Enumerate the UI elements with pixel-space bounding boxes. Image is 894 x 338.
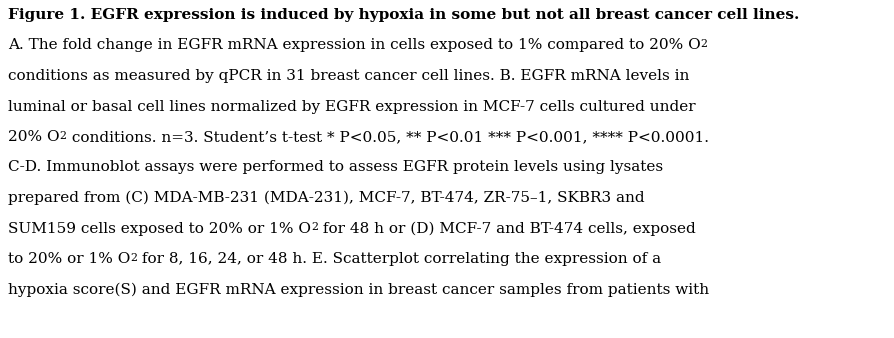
Text: 2: 2 [311,222,318,232]
Text: SUM159 cells exposed to 20% or 1% O: SUM159 cells exposed to 20% or 1% O [8,221,311,236]
Text: 2: 2 [701,39,708,49]
Text: conditions as measured by qPCR in 31 breast cancer cell lines. B. EGFR mRNA leve: conditions as measured by qPCR in 31 bre… [8,69,689,83]
Text: luminal or basal cell lines normalized by EGFR expression in MCF-7 cells culture: luminal or basal cell lines normalized b… [8,99,696,114]
Text: A. The fold change in EGFR mRNA expression in cells exposed to 1% compared to 20: A. The fold change in EGFR mRNA expressi… [8,39,701,52]
Text: hypoxia score(S) and EGFR mRNA expression in breast cancer samples from patients: hypoxia score(S) and EGFR mRNA expressio… [8,283,709,297]
Text: C-D. Immunoblot assays were performed to assess EGFR protein levels using lysate: C-D. Immunoblot assays were performed to… [8,161,663,174]
Text: prepared from (C) MDA-MB-231 (MDA-231), MCF-7, BT-474, ZR-75–1, SKBR3 and: prepared from (C) MDA-MB-231 (MDA-231), … [8,191,645,206]
Text: 2: 2 [60,130,67,141]
Text: for 48 h or (D) MCF-7 and BT-474 cells, exposed: for 48 h or (D) MCF-7 and BT-474 cells, … [318,221,696,236]
Text: 2: 2 [131,252,138,263]
Text: Figure 1. EGFR expression is induced by hypoxia in some but not all breast cance: Figure 1. EGFR expression is induced by … [8,8,799,22]
Text: for 8, 16, 24, or 48 h. E. Scatterplot correlating the expression of a: for 8, 16, 24, or 48 h. E. Scatterplot c… [138,252,662,266]
Text: to 20% or 1% O: to 20% or 1% O [8,252,131,266]
Text: 20% O: 20% O [8,130,60,144]
Text: conditions. n=3. Student’s t-test * P<0.05, ** P<0.01 *** P<0.001, **** P<0.0001: conditions. n=3. Student’s t-test * P<0.… [67,130,709,144]
